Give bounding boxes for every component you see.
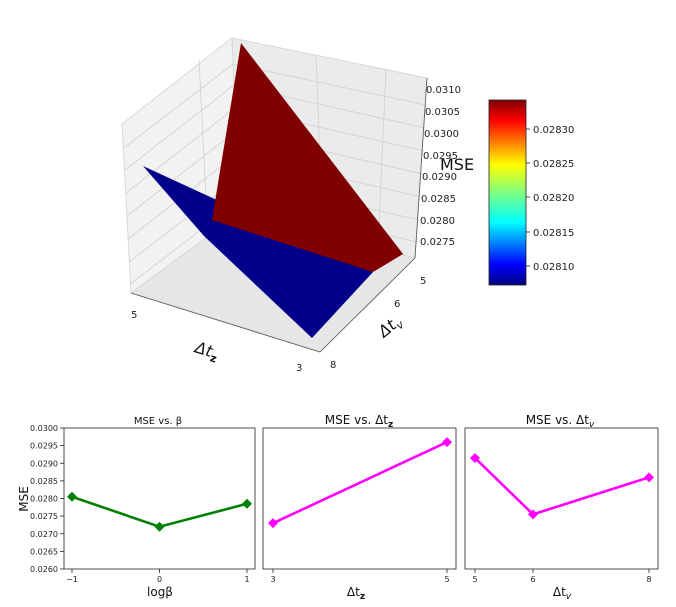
y-tick-label: 0.0265 [30,547,58,556]
data-point-marker [644,472,654,483]
subplot-beta-x-ticks: −1 0 1 [66,569,250,584]
series-line [474,457,650,516]
subplot-dtv-xlabel: Δtv [553,585,572,602]
y-tick-label: 0.0260 [30,565,58,574]
y-tick-label: 0.0300 [30,424,58,433]
x-tick-label: 1 [244,575,249,584]
subplot-beta-y-ticks: 0.0300 0.0295 0.0290 0.0285 0.0280 0.0275 0.02… [30,424,64,574]
y-axis-label: Δtv [373,311,407,345]
x-tick-label: −1 [66,575,78,584]
x-tick-label: 6 [530,575,535,584]
colorbar: 0.02830 0.02825 0.02820 0.02815 0.02810 [488,99,574,286]
x-tick-label: 5 [444,575,449,584]
x-tick-label: 8 [646,575,651,584]
colorbar-tick-1: 0.02825 [533,159,574,170]
colorbar-tick-4: 0.02810 [533,262,574,273]
y-tick-1: 6 [394,299,400,310]
subplot-dtv-series [470,452,654,520]
y-tick-2: 8 [330,360,336,371]
x-tick-label: 3 [270,575,275,584]
x-tick-1: 3 [296,363,302,374]
y-tick-label: 0.0285 [30,477,58,486]
colorbar-tick-2: 0.02820 [533,193,574,204]
subplot-dtv-x-ticks: 5 6 8 [472,569,652,584]
data-point-marker [528,509,538,520]
subplot-dtv-frame [464,427,659,570]
x-axis-label: Δtz [190,337,221,366]
y-tick-label: 0.0270 [30,530,58,539]
z-tick-3: 0.0290 [422,172,457,183]
data-point-marker [154,521,165,532]
z-tick-2: 0.0285 [421,194,456,205]
colorbar-tick-0: 0.02830 [533,125,574,136]
z-tick-labels: 0.0275 0.0280 0.0285 0.0290 0.0295 0.030… [420,85,461,248]
x-axis-line [130,292,321,353]
data-point-marker [67,491,77,502]
subplot-beta-frame [63,427,256,570]
y-tick-label: 0.0295 [30,442,58,451]
y-tick-label: 0.0280 [30,495,58,504]
x-tick-label: 0 [157,575,162,584]
z-axis-line [414,77,428,259]
surface-plot-3d: 0.0275 0.0280 0.0285 0.0290 0.0295 0.030… [121,37,474,374]
subplot-dtz-title: MSE vs. Δtz [325,413,394,430]
subplot-beta-ylabel: MSE [17,486,31,512]
data-point-marker [242,498,252,509]
x-tick-label: 5 [472,575,477,584]
z-tick-0: 0.0275 [420,237,455,248]
y-tick-label: 0.0275 [30,512,58,521]
surface-lower [143,166,373,338]
data-point-marker [470,452,480,463]
y-axis-line [319,257,416,353]
series-line [272,440,448,525]
surface-upper [212,43,403,272]
z-tick-5: 0.0300 [424,129,459,140]
subplot-beta-series [67,491,252,532]
subplot-dtz-xlabel: Δtz [347,585,365,602]
colorbar-tick-3: 0.02815 [533,228,574,239]
colorbar-gradient [488,99,527,286]
subplot-dtv-title: MSE vs. Δtv [526,413,595,430]
subplot-beta: MSE vs. β MSE 0.03000.02950.02900.02850.… [17,416,256,599]
x-tick-0: 5 [131,310,137,321]
subplot-dtz-frame [262,427,457,570]
z-tick-6: 0.0305 [425,107,460,118]
subplot-beta-xlabel: logβ [147,585,173,599]
y-tick-0: 5 [420,276,426,287]
colorbar-ticks [526,128,530,267]
data-point-marker [442,437,452,448]
z-tick-4: 0.0295 [423,151,458,162]
z-axis-label: MSE [440,155,474,174]
subplot-dtz-series [268,437,452,529]
y-tick-label: 0.0290 [30,459,58,468]
z-tick-1: 0.0280 [420,216,455,227]
data-point-marker [268,518,278,529]
z-tick-7: 0.0310 [426,85,461,96]
subplot-beta-title: MSE vs. β [134,416,182,427]
subplot-dtv: MSE vs. Δtv 5 6 8 Δtv [464,413,659,602]
